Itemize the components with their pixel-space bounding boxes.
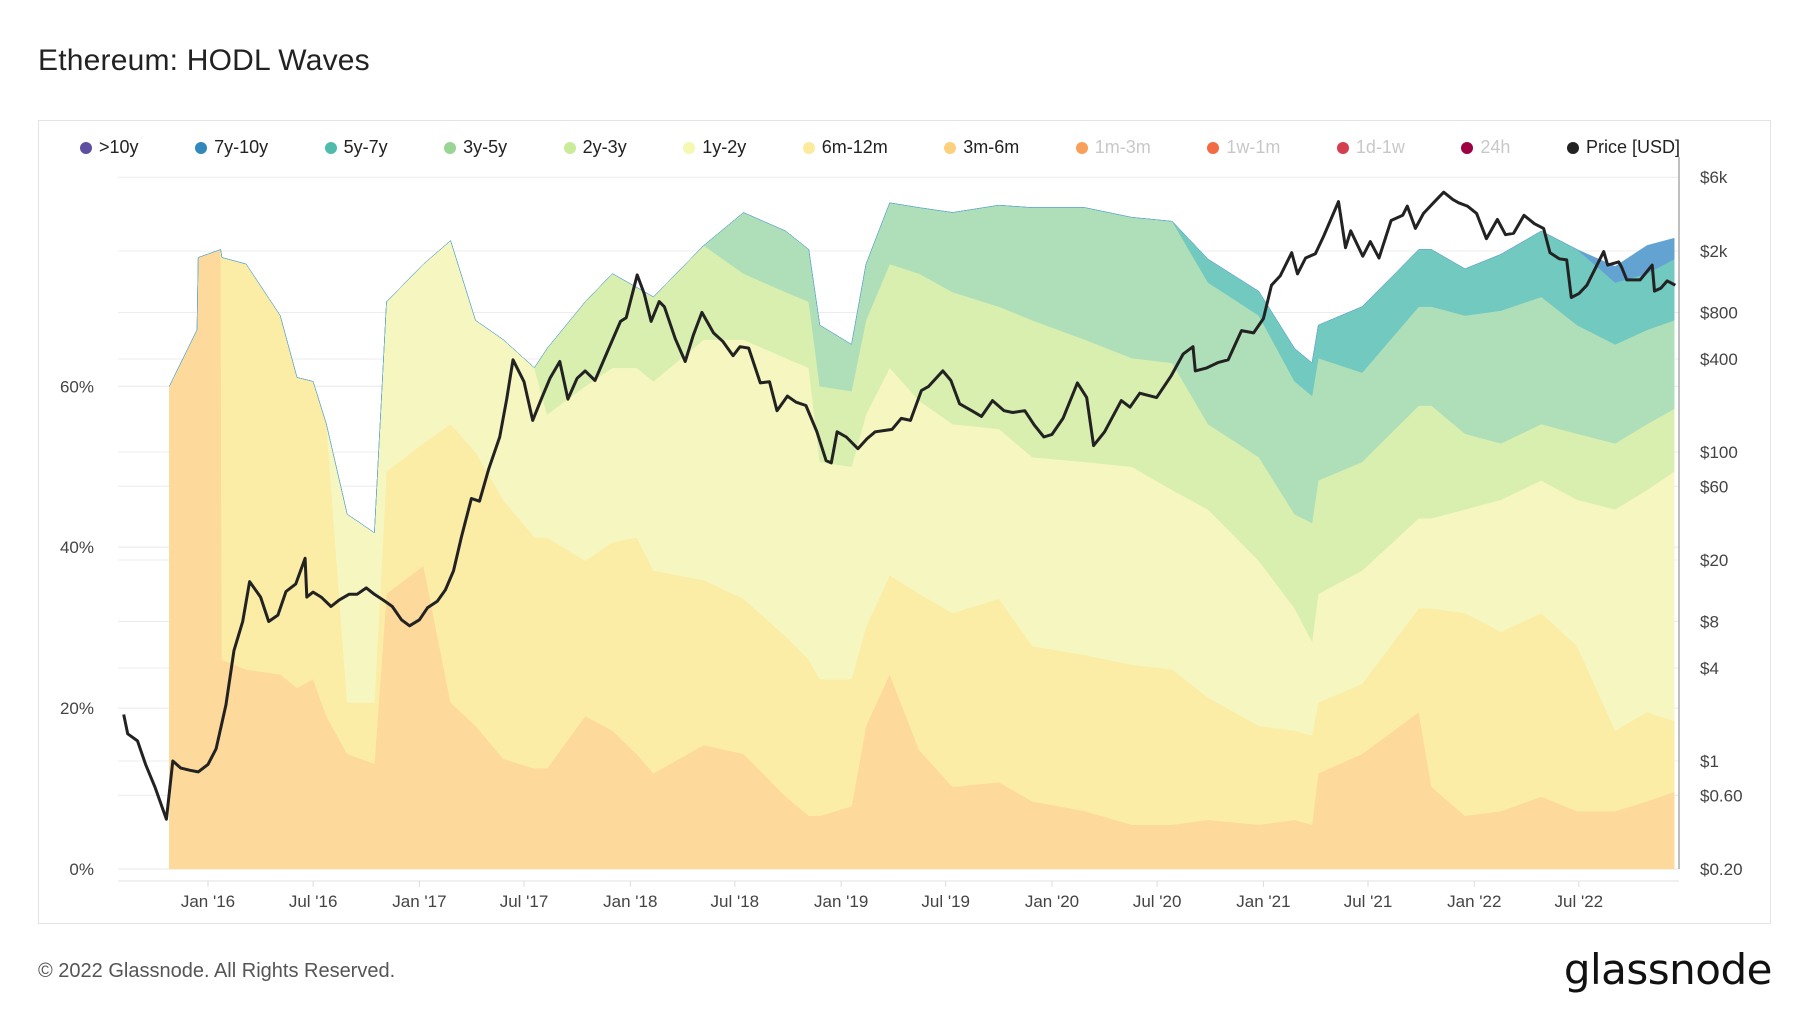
price-series (122, 190, 1677, 821)
legend-item-3m-6m[interactable]: 3m-6m (944, 137, 1019, 158)
x-axis-tick-label: Jan '20 (1025, 892, 1079, 911)
left-axis-tick-label: 40% (60, 538, 94, 557)
legend-item-7y-10y[interactable]: 7y-10y (195, 137, 268, 158)
legend-item-5y-7y[interactable]: 5y-7y (324, 137, 388, 158)
price-line (122, 190, 1677, 821)
x-axis-tick-label: Jul '22 (1555, 892, 1604, 911)
x-axis-tick-label: Jul '20 (1133, 892, 1182, 911)
legend-dot-icon (1075, 141, 1088, 154)
legend-item-24h[interactable]: 24h (1461, 137, 1510, 158)
right-axis-tick-label: $6k (1700, 168, 1728, 187)
x-axis-tick-label: Jan '18 (603, 892, 657, 911)
left-axis-tick-label: 20% (60, 699, 94, 718)
legend-item-2y-3y[interactable]: 2y-3y (563, 137, 627, 158)
x-axis-tick-label: Jan '17 (392, 892, 446, 911)
right-axis-tick-label: $4 (1700, 659, 1719, 678)
legend-dot-icon (1461, 141, 1474, 154)
axes: $6k $2k $800 $400 $100 $60 $20 $8 $4 $1 $0.60 $0.20… (60, 157, 1743, 911)
legend-item-10y-plus[interactable]: >10y (80, 137, 139, 158)
legend-item-3y-5y[interactable]: 3y-5y (444, 137, 507, 158)
legend-dot-icon (1566, 141, 1579, 154)
legend-dot-icon (195, 141, 208, 154)
band-7y-10y (169, 202, 1675, 534)
x-axis-tick-label: Jul '16 (289, 892, 338, 911)
chart-card (38, 120, 1771, 924)
legend-item-1w-1m[interactable]: 1w-1m (1207, 137, 1280, 158)
legend-dot-icon (324, 141, 337, 154)
right-axis-tick-label: $1 (1700, 752, 1719, 771)
x-axis-tick-label: Jul '18 (711, 892, 760, 911)
x-axis-tick-label: Jan '16 (181, 892, 235, 911)
legend-dot-icon (444, 141, 457, 154)
x-axis-tick-label: Jul '19 (921, 892, 970, 911)
right-axis-tick-label: $0.20 (1700, 860, 1743, 879)
legend-item-price[interactable]: Price [USD] (1566, 137, 1680, 158)
legend: >10y 7y-10y 5y-7y 3y-5y 2y-3y 1y-2y 6m-1… (80, 137, 1680, 158)
legend-dot-icon (1207, 141, 1220, 154)
x-axis-tick-label: Jan '21 (1236, 892, 1290, 911)
copyright-footer: © 2022 Glassnode. All Rights Reserved. (38, 960, 396, 982)
right-axis-tick-label: $20 (1700, 551, 1728, 570)
right-axis-tick-label: $60 (1700, 477, 1728, 496)
page-title: Ethereum: HODL Waves (38, 44, 370, 77)
legend-item-1d-1w[interactable]: 1d-1w (1336, 137, 1405, 158)
legend-dot-icon (563, 141, 576, 154)
right-axis-tick-label: $8 (1700, 612, 1719, 631)
x-axis-tick-label: Jul '21 (1344, 892, 1393, 911)
right-axis-tick-label: $2k (1700, 242, 1728, 261)
legend-dot-icon (683, 141, 696, 154)
right-axis-tick-label: $800 (1700, 303, 1738, 322)
hodl-bands (169, 202, 1675, 870)
legend-item-1y-2y[interactable]: 1y-2y (683, 137, 746, 158)
x-axis-tick-label: Jan '22 (1447, 892, 1501, 911)
x-axis-tick-label: Jan '19 (814, 892, 868, 911)
legend-dot-icon (944, 141, 957, 154)
legend-item-1m-3m[interactable]: 1m-3m (1075, 137, 1151, 158)
right-axis-tick-label: $100 (1700, 443, 1738, 462)
right-axis-tick-label: $0.60 (1700, 786, 1743, 805)
x-axis-tick-label: Jul '17 (500, 892, 549, 911)
legend-dot-icon (1336, 141, 1349, 154)
legend-dot-icon (80, 141, 92, 154)
legend-item-6m-12m[interactable]: 6m-12m (802, 137, 888, 158)
left-axis-tick-label: 0% (69, 860, 94, 879)
left-axis-tick-label: 60% (60, 377, 94, 396)
right-axis-tick-label: $400 (1700, 350, 1738, 369)
legend-dot-icon (802, 141, 815, 154)
glassnode-logo[interactable]: glassnode (1563, 945, 1773, 994)
